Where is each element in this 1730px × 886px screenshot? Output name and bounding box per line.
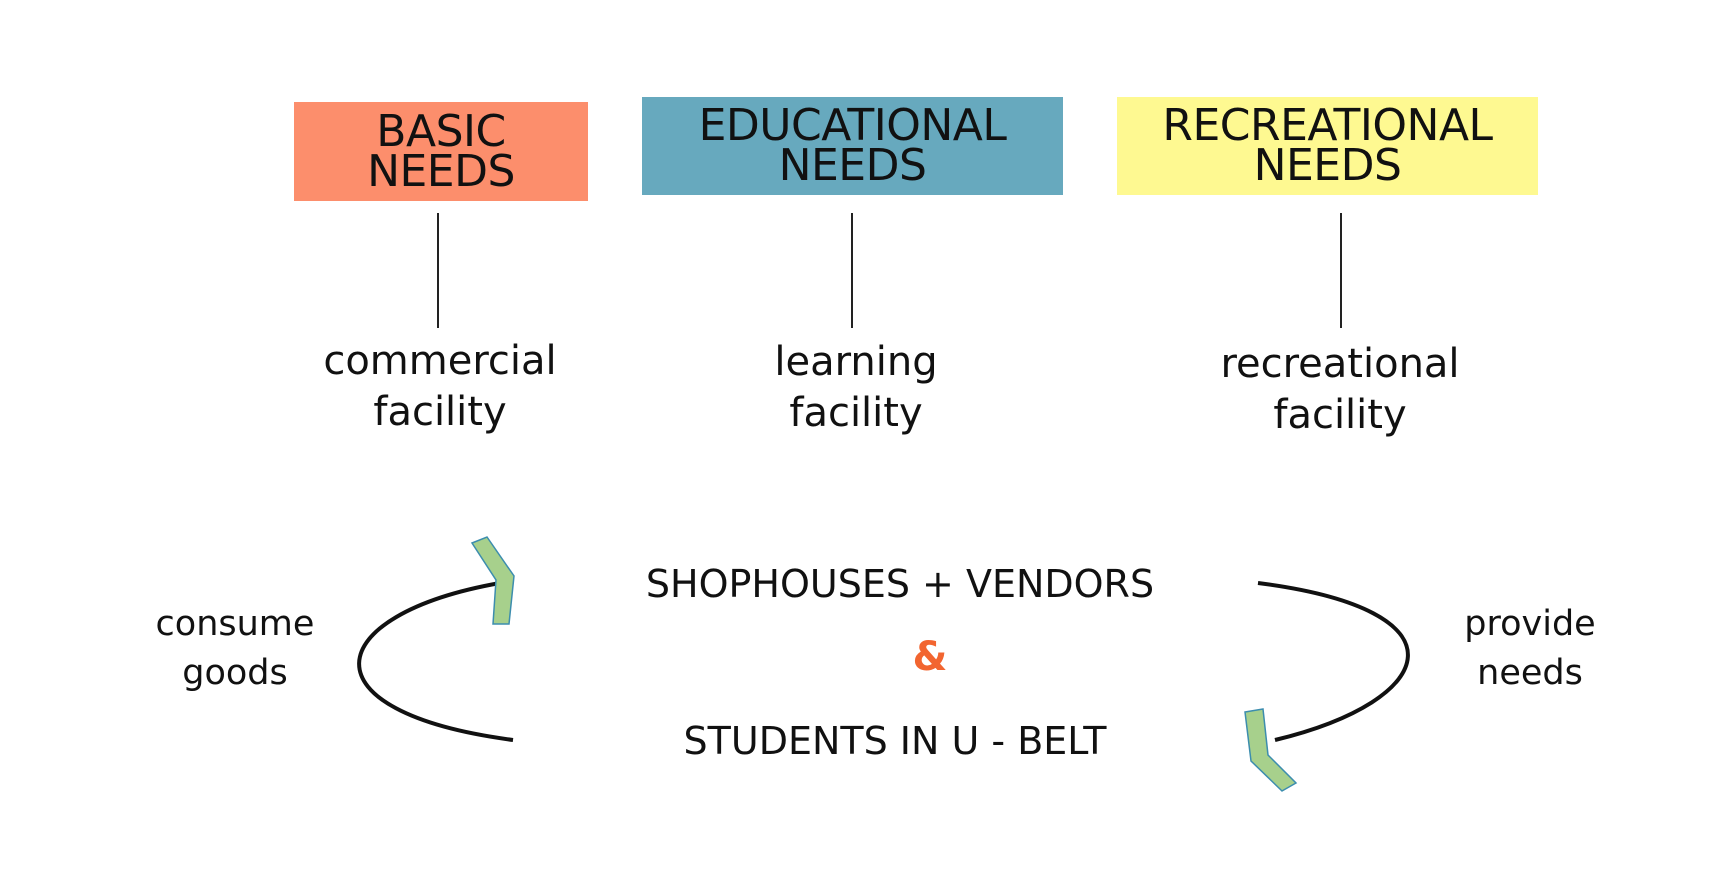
educational-connector-line [851,213,853,328]
recreational-facility-label: recreational facility [1190,339,1490,441]
educational-needs-line2: NEEDS [778,140,927,191]
provide-needs-line2: needs [1477,653,1583,693]
right-arrowhead-icon [1244,708,1298,792]
commercial-facility-line1: commercial [323,338,557,384]
basic-needs-box: BASIC NEEDS [294,102,588,201]
left-cycle-curve [357,581,514,742]
recreational-needs-line1: RECREATIONAL [1162,100,1493,151]
right-cycle-curve [1257,581,1410,742]
recreational-facility-line1: recreational [1220,341,1460,387]
shophouses-vendors-text: SHOPHOUSES + VENDORS [645,562,1155,606]
students-u-belt-text: STUDENTS IN U - BELT [683,719,1107,763]
recreational-needs-line2: NEEDS [1253,140,1402,191]
learning-facility-line1: learning [774,339,938,385]
provide-needs-label: provide needs [1415,600,1645,698]
commercial-facility-label: commercial facility [290,336,590,438]
ampersand-symbol: & [912,634,948,680]
recreational-needs-box: RECREATIONAL NEEDS [1117,97,1538,195]
basic-needs-line2: NEEDS [367,145,515,197]
basic-needs-line1: BASIC [376,105,506,157]
educational-needs-line1: EDUCATIONAL [698,100,1007,151]
educational-needs-box: EDUCATIONAL NEEDS [642,97,1063,195]
basic-connector-line [437,213,439,328]
recreational-facility-line2: facility [1273,392,1407,438]
consume-goods-label: consume goods [120,600,350,698]
left-arrowhead-icon [470,536,515,625]
consume-goods-line2: goods [182,653,288,693]
consume-goods-line1: consume [155,604,315,644]
commercial-facility-line2: facility [373,389,507,435]
recreational-connector-line [1340,213,1342,328]
learning-facility-line2: facility [789,390,923,436]
learning-facility-label: learning facility [706,337,1006,439]
provide-needs-line1: provide [1464,604,1596,644]
